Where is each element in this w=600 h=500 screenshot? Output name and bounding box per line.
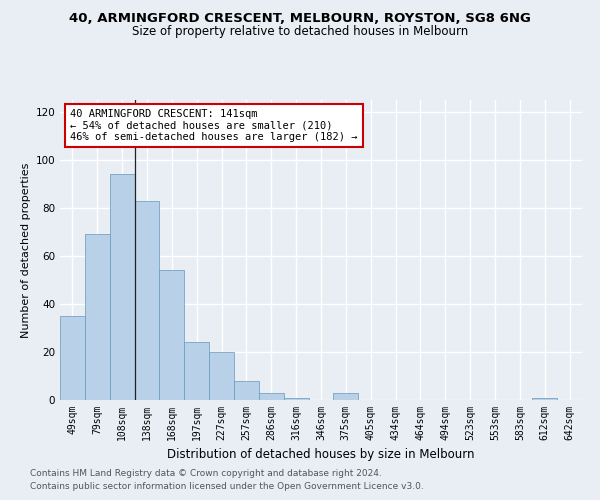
Text: 40 ARMINGFORD CRESCENT: 141sqm
← 54% of detached houses are smaller (210)
46% of: 40 ARMINGFORD CRESCENT: 141sqm ← 54% of …	[70, 109, 358, 142]
Bar	[284, 398, 308, 400]
Bar	[85, 234, 110, 400]
Bar	[209, 352, 234, 400]
Bar	[60, 316, 85, 400]
Text: Contains public sector information licensed under the Open Government Licence v3: Contains public sector information licen…	[30, 482, 424, 491]
X-axis label: Distribution of detached houses by size in Melbourn: Distribution of detached houses by size …	[167, 448, 475, 462]
Bar	[184, 342, 209, 400]
Bar	[234, 381, 259, 400]
Text: Contains HM Land Registry data © Crown copyright and database right 2024.: Contains HM Land Registry data © Crown c…	[30, 468, 382, 477]
Text: 40, ARMINGFORD CRESCENT, MELBOURN, ROYSTON, SG8 6NG: 40, ARMINGFORD CRESCENT, MELBOURN, ROYST…	[69, 12, 531, 26]
Y-axis label: Number of detached properties: Number of detached properties	[21, 162, 31, 338]
Text: Size of property relative to detached houses in Melbourn: Size of property relative to detached ho…	[132, 25, 468, 38]
Bar	[259, 393, 284, 400]
Bar	[110, 174, 134, 400]
Bar	[532, 398, 557, 400]
Bar	[134, 201, 160, 400]
Bar	[160, 270, 184, 400]
Bar	[334, 393, 358, 400]
